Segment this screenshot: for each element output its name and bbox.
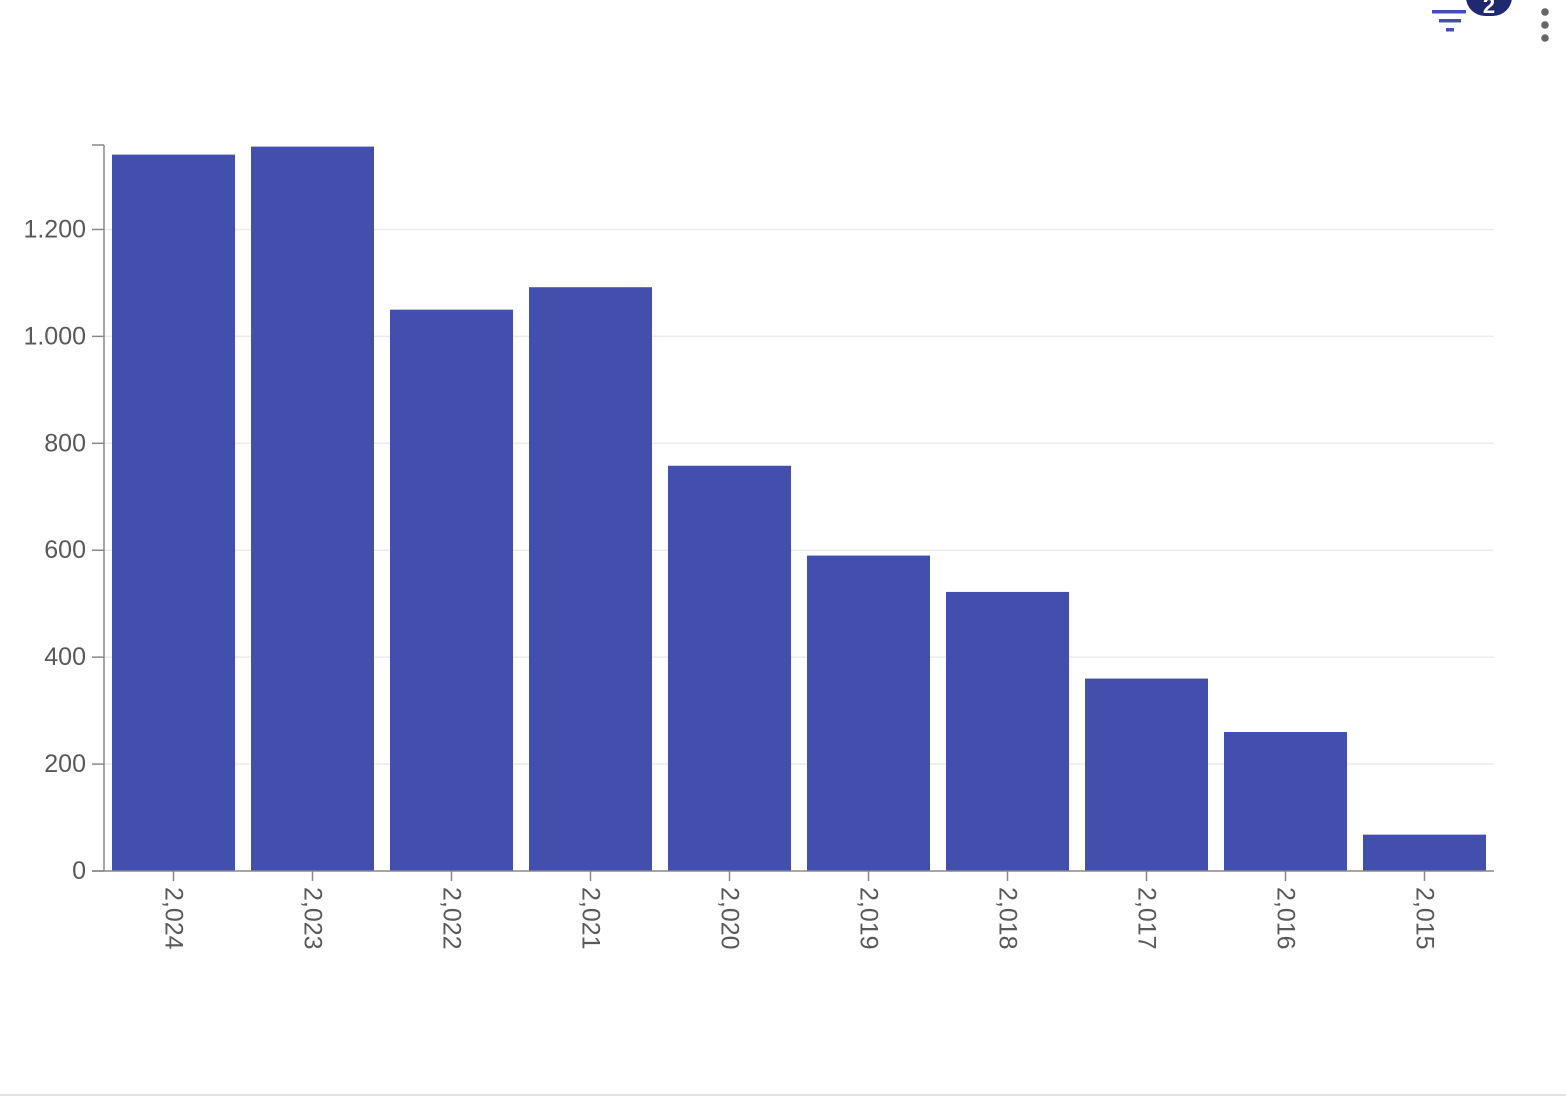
y-tick-label: 1.200 (23, 215, 86, 243)
x-tick-label: 2,022 (438, 887, 466, 950)
more-options-button[interactable] (1532, 4, 1558, 44)
bar-2023[interactable] (250, 146, 375, 872)
x-tick-label: 2,019 (855, 887, 883, 950)
bottom-divider (0, 1094, 1566, 1096)
axes (92, 145, 1494, 872)
bar-2015[interactable] (1362, 834, 1487, 871)
bar-2017[interactable] (1084, 678, 1209, 871)
x-tick-label: 2,020 (716, 887, 744, 950)
y-axis-ticks: 0 200 400 600 800 1.000 1.200 (23, 144, 104, 885)
y-tick-label: 600 (44, 536, 86, 564)
filter-button[interactable]: 2 (1428, 0, 1512, 44)
x-axis-ticks: 2,024 2,023 2,022 2,021 2,020 2,019 2,018 2,017… (160, 871, 1439, 950)
bar-2019[interactable] (806, 555, 931, 871)
bar-2018[interactable] (945, 591, 1070, 871)
bars (111, 146, 1487, 872)
x-tick-label: 2,018 (994, 887, 1022, 950)
bar-2020[interactable] (667, 465, 792, 871)
x-tick-label: 2,016 (1272, 887, 1300, 950)
y-tick-label: 1.000 (23, 322, 86, 350)
chart-toolbar: 2 (1420, 0, 1566, 48)
x-tick-label: 2,023 (299, 887, 327, 950)
x-tick-label: 2,024 (160, 887, 188, 950)
y-tick-label: 0 (72, 857, 86, 885)
y-tick-label: 200 (44, 750, 86, 778)
bar-2024[interactable] (111, 154, 236, 871)
more-vertical-icon (1541, 8, 1549, 42)
bar-2022[interactable] (389, 309, 514, 871)
y-tick-label: 800 (44, 429, 86, 457)
x-tick-label: 2,021 (577, 887, 605, 950)
filter-count-badge: 2 (1466, 0, 1512, 18)
filter-icon (1432, 10, 1466, 32)
x-tick-label: 2,017 (1133, 887, 1161, 950)
bar-2016[interactable] (1223, 732, 1348, 871)
bar-2021[interactable] (528, 287, 653, 871)
x-tick-label: 2,015 (1411, 887, 1439, 950)
y-tick-label: 400 (44, 643, 86, 671)
